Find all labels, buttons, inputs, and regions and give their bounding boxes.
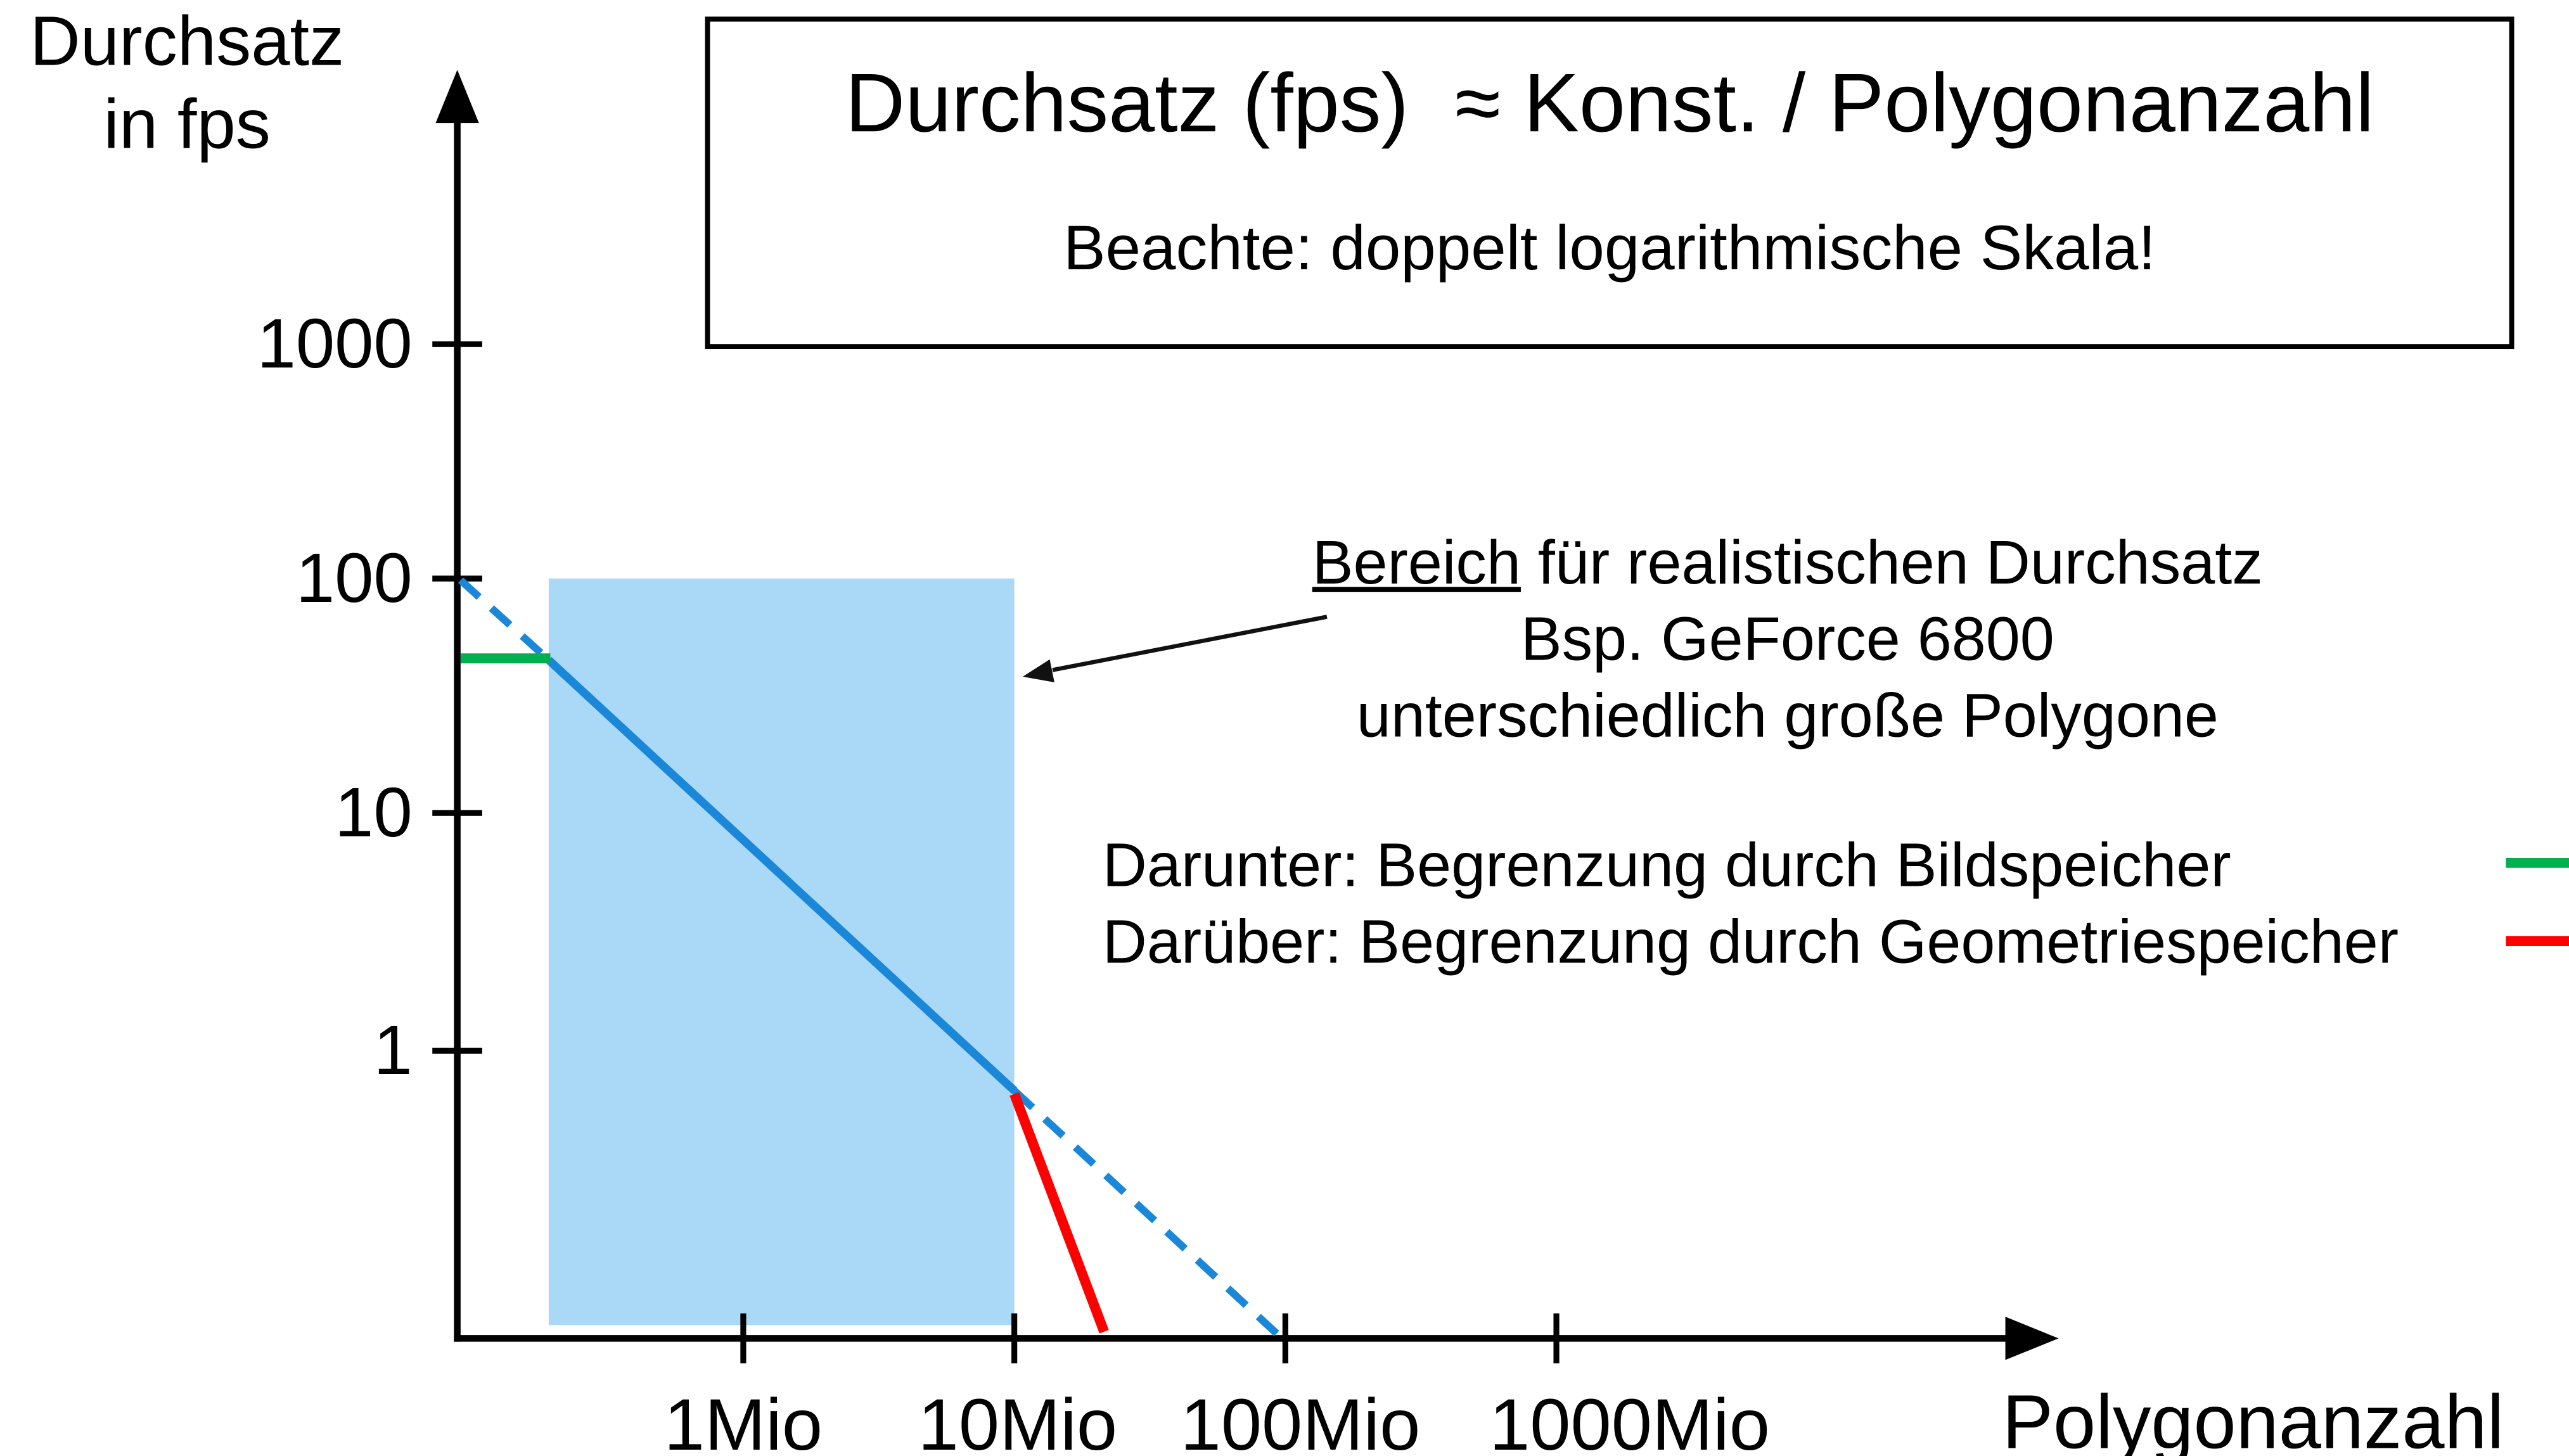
region-annotation-line3: unterschiedlich große Polygone xyxy=(1356,681,2219,750)
highlight-region xyxy=(548,578,1015,1325)
x-tick-label-1000mio: 1000Mio xyxy=(1489,1384,1770,1456)
framebuffer-limit-note: Darunter: Begrenzung durch Bildspeicher xyxy=(1102,831,2231,900)
y-tick-label-10: 10 xyxy=(335,773,413,852)
x-axis-arrowhead xyxy=(2005,1317,2059,1360)
region-annotation: Bereich für realistischen Durchsatz Bsp.… xyxy=(1272,525,2303,755)
y-axis-arrowhead xyxy=(435,70,479,124)
throughput-line-solid xyxy=(546,656,1018,1094)
formula-title: Durchsatz (fps) ≈ Konst. / Polygonanzahl xyxy=(845,56,2374,150)
x-axis-title: Polygonanzahl xyxy=(2002,1378,2504,1456)
x-tick-label-100mio: 100Mio xyxy=(1180,1384,1421,1456)
throughput-line-dashed-right xyxy=(1011,1088,1286,1343)
region-annotation-line1-rest: für realistischen Durchsatz xyxy=(1520,528,2263,597)
region-annotation-underlined: Bereich xyxy=(1312,528,1521,597)
throughput-line-dashed-left xyxy=(458,577,551,663)
region-annotation-line2: Bsp. GeForce 6800 xyxy=(1520,605,2054,674)
y-tick-label-1: 1 xyxy=(373,1011,413,1089)
x-tick-label-1mio: 1Mio xyxy=(663,1384,823,1456)
formula-box: Durchsatz (fps) ≈ Konst. / Polygonanzahl… xyxy=(705,16,2515,350)
geometry-limit-line xyxy=(1009,1092,1109,1334)
region-annotation-line1: Bereich für realistischen Durchsatz xyxy=(1272,525,2303,602)
y-tick-label-100: 100 xyxy=(295,539,413,617)
annotation-arrow-line xyxy=(1052,615,1328,672)
annotation-arrowhead xyxy=(1022,659,1054,682)
geometry-limit-note: Darüber: Begrenzung durch Geometriespeic… xyxy=(1102,907,2399,976)
y-tick-label-1000: 1000 xyxy=(257,304,413,383)
x-tick-label-10mio: 10Mio xyxy=(918,1384,1118,1456)
formula-subtitle: Beachte: doppelt logarithmische Skala! xyxy=(1063,214,2156,284)
y-axis-title: Durchsatz in fps xyxy=(30,1,345,163)
